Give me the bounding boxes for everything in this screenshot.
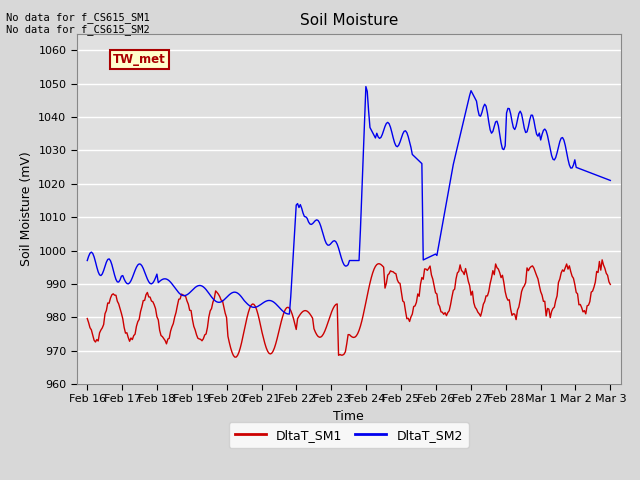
Text: No data for f_CS615_SM1
No data for f_CS615_SM2: No data for f_CS615_SM1 No data for f_CS… (6, 12, 150, 36)
Legend: DltaT_SM1, DltaT_SM2: DltaT_SM1, DltaT_SM2 (228, 422, 469, 448)
X-axis label: Time: Time (333, 410, 364, 423)
Title: Soil Moisture: Soil Moisture (300, 13, 398, 28)
Text: TW_met: TW_met (113, 53, 166, 66)
Y-axis label: Soil Moisture (mV): Soil Moisture (mV) (20, 151, 33, 266)
